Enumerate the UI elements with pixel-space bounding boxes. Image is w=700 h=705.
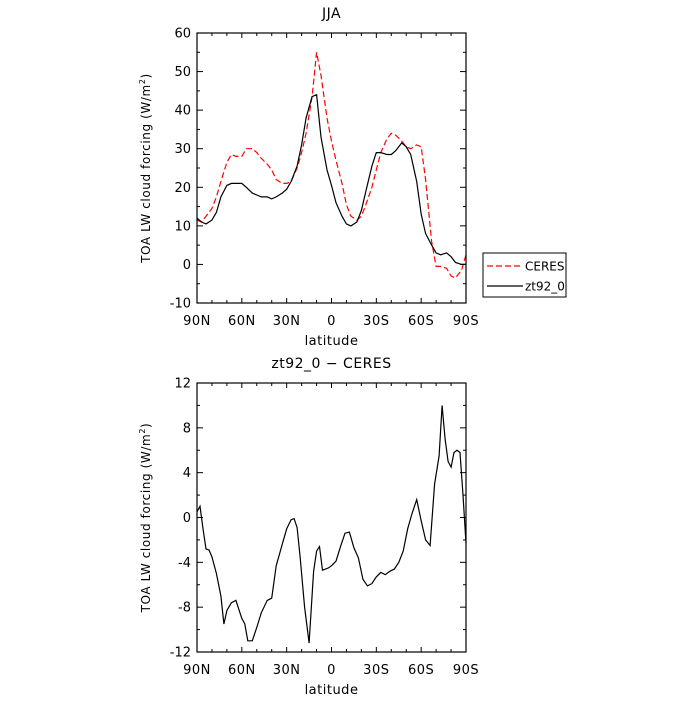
top-series-zt92-0-line <box>197 93 466 265</box>
bottom-x-tick-label: 90N <box>183 663 211 678</box>
bottom-x-tick-label: 30S <box>363 663 389 678</box>
top-y-tick-label: 20 <box>174 181 191 196</box>
bottom-chart-title: zt92_0 − CERES <box>271 356 391 372</box>
bottom-y-tick-label: -8 <box>178 601 191 616</box>
top-x-tick-label: 60N <box>228 314 256 329</box>
bottom-y-axis-label-text: TOA LW cloud forcing (W/m <box>139 434 153 614</box>
bottom-y-axis-label: TOA LW cloud forcing (W/m2) <box>138 423 153 614</box>
legend-box <box>482 252 567 298</box>
top-y-axis-label-close: ) <box>139 73 153 78</box>
top-y-tick-label: 60 <box>174 27 191 42</box>
top-y-axis-label: TOA LW cloud forcing (W/m2) <box>138 73 153 264</box>
top-x-tick-label: 60S <box>408 314 434 329</box>
bottom-x-axis-label: latitude <box>305 683 359 698</box>
legend-label-zt92-0: zt92_0 <box>525 280 565 294</box>
bottom-y-tick-label: 0 <box>183 511 191 526</box>
top-x-tick-label: 0 <box>327 314 336 329</box>
top-x-axis-label: latitude <box>305 334 359 349</box>
bottom-x-tick-label: 90S <box>453 663 479 678</box>
top-y-tick-label: 30 <box>174 142 191 157</box>
bottom-y-tick-label: -4 <box>178 556 191 571</box>
top-panel: JJA 90N 60N 30N 0 30S 60S 90S -10 0 10 20 30 40 50 60 la… <box>138 6 479 349</box>
bottom-y-tick-label: -12 <box>170 646 191 661</box>
legend-label-ceres: CERES <box>525 260 565 274</box>
bottom-plot-frame <box>196 382 467 653</box>
top-x-tick-label: 90S <box>453 314 479 329</box>
top-y-tick-label: 10 <box>174 219 191 234</box>
top-y-tick-label: 40 <box>174 104 191 119</box>
top-x-tick-label: 30S <box>363 314 389 329</box>
top-chart-title: JJA <box>321 6 341 22</box>
top-y-axis-label-superscript: 2 <box>138 78 147 84</box>
bottom-y-tick-label: 8 <box>183 421 191 436</box>
bottom-y-tick-label: 12 <box>174 377 191 392</box>
bottom-x-tick-label: 60S <box>408 663 434 678</box>
bottom-y-axis-label-close: ) <box>139 423 153 428</box>
top-x-tick-label: 90N <box>183 314 211 329</box>
top-y-tick-label: -10 <box>170 297 191 312</box>
bottom-y-axis-label-superscript: 2 <box>138 428 147 434</box>
bottom-panel: zt92_0 − CERES 90N 60N 30N 0 30S 60S 90S -12 -8 -4… <box>138 356 479 698</box>
bottom-x-tick-label: 60N <box>228 663 256 678</box>
top-y-tick-label: 50 <box>174 65 191 80</box>
top-x-tick-label: 30N <box>273 314 301 329</box>
top-y-tick-label: 0 <box>183 258 191 273</box>
top-series-ceres-line <box>197 52 466 279</box>
top-y-axis-label-text: TOA LW cloud forcing (W/m <box>139 84 153 264</box>
top-plot-frame <box>196 32 467 304</box>
legend: CERES zt92_0 <box>482 252 567 298</box>
bottom-x-tick-label: 0 <box>327 663 336 678</box>
bottom-series-difference-line <box>197 405 466 644</box>
bottom-y-tick-label: 4 <box>183 466 191 481</box>
bottom-x-tick-label: 30N <box>273 663 301 678</box>
